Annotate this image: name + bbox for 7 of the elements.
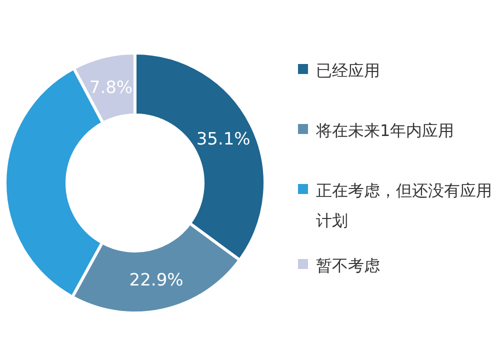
legend-label: 正在考虑，但还没有应用计划: [316, 181, 492, 230]
legend-label: 已经应用: [316, 61, 380, 80]
data-label: 7.8%: [89, 78, 133, 98]
legend-label: 将在未来1年内应用: [315, 121, 454, 140]
data-label: 22.9%: [129, 270, 184, 291]
legend-label: 暂不考虑: [316, 256, 380, 275]
data-label: 35.1%: [196, 129, 250, 150]
